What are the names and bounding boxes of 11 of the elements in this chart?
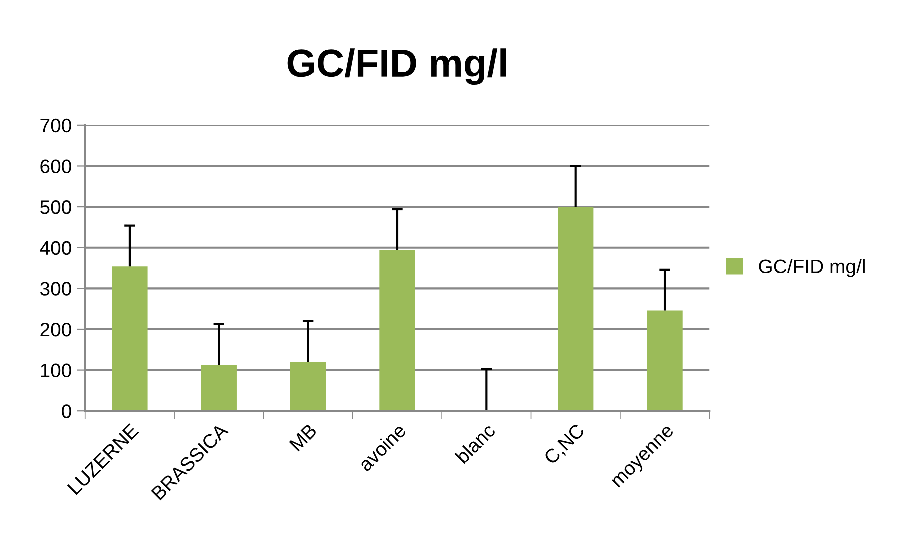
y-tick-label: 0 — [62, 404, 72, 418]
y-tick-label: 300 — [40, 282, 72, 296]
y-tick-label: 500 — [40, 200, 72, 214]
y-tick-label: 700 — [40, 118, 72, 133]
y-tick-label: 400 — [40, 241, 72, 256]
y-tick-label: 100 — [41, 364, 72, 378]
y-tick-label: 600 — [40, 160, 72, 174]
y-tick-label: 200 — [40, 322, 72, 337]
legend-label: GC/FID mg/l — [759, 259, 865, 278]
x-tick-label: MB — [289, 423, 318, 452]
chart-title: GC/FID mg/l — [288, 48, 506, 86]
